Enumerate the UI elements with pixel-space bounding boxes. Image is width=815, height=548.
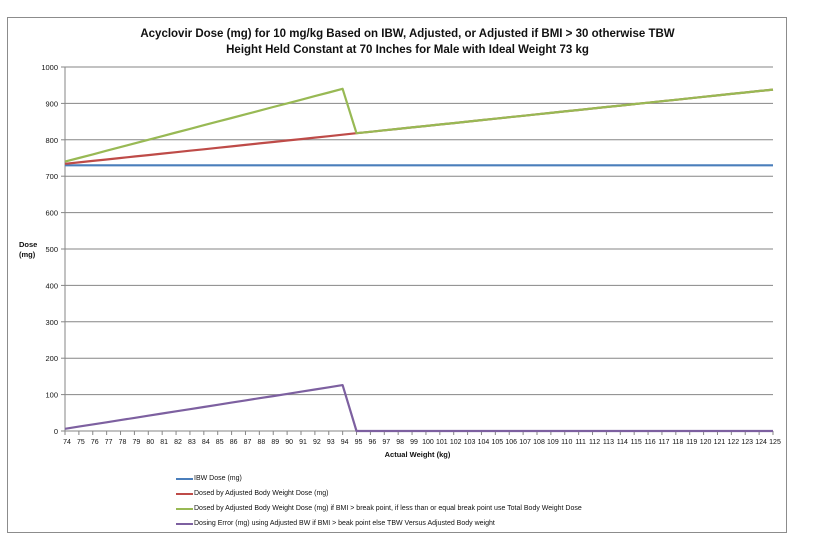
y-axis-label: Dose (mg) xyxy=(19,240,37,260)
series-lines xyxy=(64,87,774,433)
x-tick-label: 104 xyxy=(478,439,490,446)
x-tick-label: 109 xyxy=(547,439,559,446)
x-tick-label: 111 xyxy=(575,439,586,446)
x-tick-label: 110 xyxy=(561,439,572,446)
x-tick-label: 120 xyxy=(700,439,712,446)
legend-label: Dosed by Adjusted Body Weight Dose (mg) xyxy=(194,490,329,497)
x-tick-label: 113 xyxy=(603,439,614,446)
legend-item: Dosed by Adjusted Body Weight Dose (mg) xyxy=(176,486,582,501)
x-tick-label: 82 xyxy=(174,439,182,446)
x-tick-label: 101 xyxy=(436,439,448,446)
gridlines xyxy=(65,66,773,396)
chart-subtitle: Height Held Constant at 70 Inches for Ma… xyxy=(226,44,589,56)
x-tick-label: 89 xyxy=(271,439,279,446)
y-tick-label: 900 xyxy=(45,99,58,108)
x-tick-label: 102 xyxy=(450,439,462,446)
legend-swatch-icon xyxy=(176,477,193,480)
x-tick-label: 103 xyxy=(464,439,476,446)
y-axis-label-line-2: (mg) xyxy=(19,250,36,259)
x-tick-label: 93 xyxy=(327,439,335,446)
x-tick-label: 123 xyxy=(741,439,753,446)
x-tick-label: 118 xyxy=(672,439,683,446)
x-tick-label: 90 xyxy=(285,439,293,446)
x-tick-label: 81 xyxy=(160,439,168,446)
x-tick-label: 76 xyxy=(91,439,99,446)
x-tick-label: 94 xyxy=(341,439,349,446)
x-tick-label: 108 xyxy=(533,439,545,446)
x-tick-label: 96 xyxy=(369,439,377,446)
x-tick-label: 86 xyxy=(230,439,238,446)
y-tick-label: 300 xyxy=(45,318,58,327)
x-tick-label: 99 xyxy=(410,439,418,446)
x-tick-label: 100 xyxy=(422,439,434,446)
legend-swatch-icon xyxy=(176,492,193,495)
x-tick-label: 124 xyxy=(755,439,767,446)
x-tick-label: 98 xyxy=(396,439,404,446)
x-tick-label: 125 xyxy=(769,439,781,446)
x-tick-label: 75 xyxy=(77,439,85,446)
x-tick-label: 106 xyxy=(505,439,517,446)
x-tick-label: 95 xyxy=(355,439,363,446)
x-tick-label: 83 xyxy=(188,439,196,446)
legend-label: Dosed by Adjusted Body Weight Dose (mg) … xyxy=(194,505,582,512)
x-tick-label: 97 xyxy=(382,439,390,446)
chart-title: Acyclovir Dose (mg) for 10 mg/kg Based o… xyxy=(0,26,815,58)
x-tick-label: 74 xyxy=(63,439,71,446)
x-tick-label: 117 xyxy=(658,439,669,446)
legend: IBW Dose (mg) Dosed by Adjusted Body Weig… xyxy=(176,471,582,531)
axes: 0 100 200 300 400 500 600 700 800 900 1000 74 75 76 77… xyxy=(41,63,781,446)
x-tick-label: 121 xyxy=(714,439,726,446)
x-tick-label: 107 xyxy=(519,439,531,446)
x-tick-label: 84 xyxy=(202,439,210,446)
chart-title-line-1: Acyclovir Dose (mg) for 10 mg/kg Based o… xyxy=(140,28,675,40)
y-tick-label: 400 xyxy=(45,281,58,290)
x-tick-label: 78 xyxy=(119,439,127,446)
x-tick-label: 115 xyxy=(631,439,642,446)
series-line-3 xyxy=(64,87,774,163)
x-axis-label: Actual Weight (kg) xyxy=(384,450,451,459)
x-tick-label: 80 xyxy=(146,439,154,446)
legend-label: IBW Dose (mg) xyxy=(194,475,242,482)
series-line-4 xyxy=(64,384,773,433)
legend-label: Dosing Error (mg) using Adjusted BW if B… xyxy=(194,520,495,527)
x-tick-label: 119 xyxy=(686,439,697,446)
x-tick-label: 112 xyxy=(589,439,600,446)
y-tick-label: 0 xyxy=(54,427,58,436)
x-tick-label: 91 xyxy=(299,439,307,446)
y-tick-label: 800 xyxy=(45,136,58,145)
legend-item: Dosed by Adjusted Body Weight Dose (mg) … xyxy=(176,501,582,516)
x-tick-label: 79 xyxy=(133,439,141,446)
x-tick-label: 85 xyxy=(216,439,224,446)
x-tick-label: 87 xyxy=(244,439,252,446)
x-tick-label: 122 xyxy=(728,439,740,446)
x-tick-label: 92 xyxy=(313,439,321,446)
y-tick-label: 1000 xyxy=(41,63,58,72)
x-tick-label: 116 xyxy=(644,439,655,446)
x-tick-label: 77 xyxy=(105,439,113,446)
y-tick-label: 700 xyxy=(45,172,58,181)
x-tick-label: 105 xyxy=(492,439,504,446)
x-tick-label: 88 xyxy=(257,439,265,446)
y-tick-label: 100 xyxy=(45,391,58,400)
y-tick-label: 200 xyxy=(45,354,58,363)
legend-swatch-icon xyxy=(176,522,193,525)
legend-item: Dosing Error (mg) using Adjusted BW if B… xyxy=(176,516,582,531)
y-axis-label-line-1: Dose xyxy=(19,240,38,249)
y-tick-label: 600 xyxy=(45,209,58,218)
y-tick-label: 500 xyxy=(45,245,58,254)
x-tick-label: 114 xyxy=(617,439,628,446)
legend-item: IBW Dose (mg) xyxy=(176,471,582,486)
legend-swatch-icon xyxy=(176,507,193,510)
